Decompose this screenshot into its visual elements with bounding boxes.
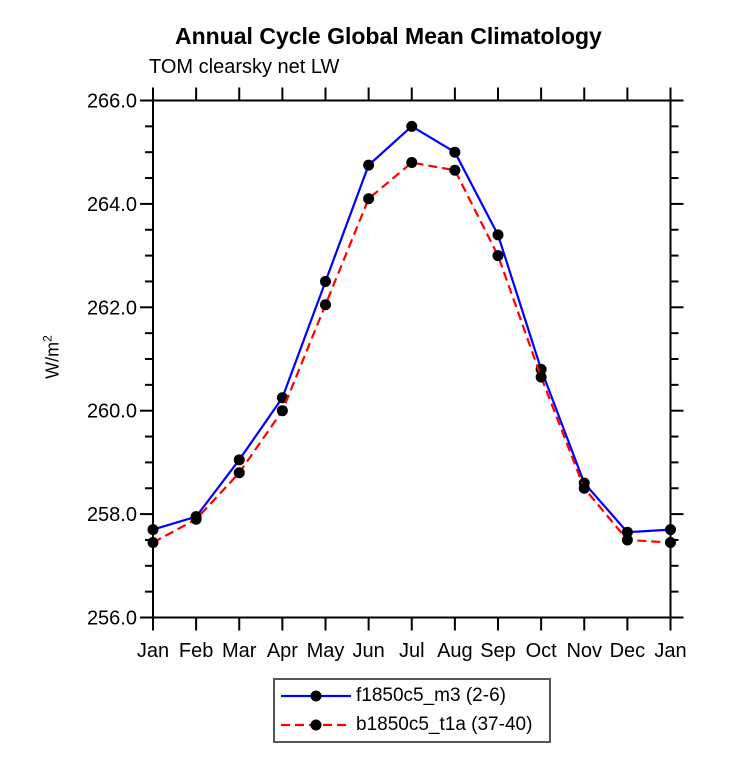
chart-subtitle: TOM clearsky net LW (149, 56, 340, 78)
x-tick-label: Nov (566, 640, 602, 662)
legend-marker-dashed-line (281, 719, 351, 731)
series-line-1 (152, 124, 671, 534)
legend: f1850c5_m3 (2-6) b1850c5_t1a (37-40) (273, 678, 551, 743)
x-tick-label: May (307, 640, 345, 662)
legend-marker-solid-line (281, 690, 351, 702)
legend-item-series-2: b1850c5_t1a (37-40) (278, 711, 549, 739)
data-point (449, 164, 461, 176)
x-tick-label: Oct (526, 640, 558, 662)
data-point (190, 513, 202, 525)
series-line-2 (152, 161, 671, 544)
data-point (449, 146, 461, 158)
legend-item-series-1: f1850c5_m3 (2-6) (278, 682, 549, 710)
data-point (233, 467, 245, 479)
data-point (665, 524, 676, 536)
data-point (147, 524, 159, 536)
x-tick-label: Jul (399, 640, 425, 662)
data-point (276, 405, 288, 417)
y-tick-label: 266.0 (87, 91, 137, 113)
y-tick-label: 256.0 (87, 608, 137, 630)
y-tick-label: 262.0 (87, 297, 137, 319)
x-tick-label: Dec (610, 640, 646, 662)
data-point (233, 454, 245, 466)
data-point (276, 392, 288, 404)
y-axis-label: W/m2 (40, 335, 63, 379)
x-tick-label: Feb (179, 640, 213, 662)
legend-dot-icon (310, 719, 322, 731)
y-tick-label: 258.0 (87, 504, 137, 526)
x-tick-label: Apr (267, 640, 298, 662)
legend-dot-icon (310, 690, 322, 702)
x-tick-label: Jan (137, 640, 169, 662)
legend-label-series-2: b1850c5_t1a (37-40) (356, 714, 533, 736)
data-point (406, 157, 418, 169)
data-point (578, 482, 590, 494)
data-point (363, 159, 375, 171)
data-point (492, 250, 504, 262)
y-tick-label: 264.0 (87, 194, 137, 216)
x-tick-label: Mar (222, 640, 257, 662)
x-tick-label: Jun (353, 640, 385, 662)
chart-title: Annual Cycle Global Mean Climatology (175, 23, 602, 49)
data-point (621, 526, 633, 538)
data-point (406, 120, 418, 132)
data-point (363, 193, 375, 205)
data-point (320, 299, 331, 311)
data-point (320, 275, 331, 287)
y-tick-label: 260.0 (87, 401, 137, 423)
data-point (535, 371, 547, 383)
data-point (147, 537, 159, 549)
x-tick-label: Sep (480, 640, 516, 662)
data-point (665, 537, 676, 549)
x-tick-label: Aug (437, 640, 473, 662)
x-tick-label: Jan (654, 640, 686, 662)
data-point (492, 229, 504, 241)
data-point (621, 534, 633, 546)
legend-label-series-1: f1850c5_m3 (2-6) (356, 684, 506, 706)
